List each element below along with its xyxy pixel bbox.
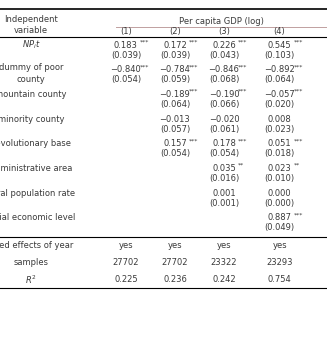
- Text: −0.846: −0.846: [209, 65, 239, 74]
- Text: −0.057: −0.057: [264, 90, 295, 99]
- Text: 0.242: 0.242: [212, 276, 236, 284]
- Text: ***: ***: [293, 64, 303, 69]
- Text: (0.066): (0.066): [209, 100, 239, 109]
- Text: −0.013: −0.013: [160, 115, 190, 123]
- Text: (0.039): (0.039): [160, 51, 190, 60]
- Text: (0.061): (0.061): [209, 125, 239, 134]
- Text: ***: ***: [189, 89, 198, 94]
- Text: Independent
variable: Independent variable: [4, 15, 58, 36]
- Text: 0.000: 0.000: [268, 189, 291, 197]
- Text: (0.010): (0.010): [265, 174, 295, 183]
- Text: −0.190: −0.190: [209, 90, 239, 99]
- Text: (0.054): (0.054): [160, 150, 190, 158]
- Text: ***: ***: [293, 138, 303, 143]
- Text: 0.035: 0.035: [212, 164, 236, 173]
- Text: 0.001: 0.001: [212, 189, 236, 197]
- Text: −0.020: −0.020: [209, 115, 239, 123]
- Text: (0.039): (0.039): [111, 51, 141, 60]
- Text: minority county: minority county: [0, 115, 64, 123]
- Text: rural population rate: rural population rate: [0, 189, 75, 197]
- Text: 0.236: 0.236: [163, 276, 187, 284]
- Text: (0.064): (0.064): [160, 100, 190, 109]
- Text: 0.183: 0.183: [114, 41, 138, 49]
- Text: ***: ***: [238, 138, 247, 143]
- Text: −0.784: −0.784: [160, 65, 190, 74]
- Text: ***: ***: [238, 64, 247, 69]
- Text: yes: yes: [272, 241, 287, 249]
- Text: 0.051: 0.051: [268, 139, 291, 148]
- Text: administrative area: administrative area: [0, 164, 72, 173]
- Text: (0.023): (0.023): [265, 125, 295, 134]
- Text: yes: yes: [168, 241, 182, 249]
- Text: 0.887: 0.887: [267, 213, 292, 222]
- Text: (0.068): (0.068): [209, 76, 239, 84]
- Text: 0.157: 0.157: [163, 139, 187, 148]
- Text: ***: ***: [293, 212, 303, 217]
- Text: 23322: 23322: [211, 258, 237, 267]
- Text: (0.054): (0.054): [209, 150, 239, 158]
- Text: ***: ***: [293, 40, 303, 45]
- Text: 0.225: 0.225: [114, 276, 138, 284]
- Text: 27702: 27702: [112, 258, 139, 267]
- Text: 0.008: 0.008: [268, 115, 291, 123]
- Text: ***: ***: [189, 138, 198, 143]
- Text: 23293: 23293: [266, 258, 293, 267]
- Text: **: **: [293, 163, 300, 168]
- Text: (2): (2): [169, 28, 181, 36]
- Text: 27702: 27702: [162, 258, 188, 267]
- Text: 0.172: 0.172: [163, 41, 187, 49]
- Text: yes: yes: [119, 241, 133, 249]
- Text: (0.001): (0.001): [209, 199, 239, 208]
- Text: ***: ***: [140, 64, 149, 69]
- Text: ***: ***: [238, 89, 247, 94]
- Text: Per capita GDP (log): Per capita GDP (log): [179, 17, 264, 26]
- Text: (0.016): (0.016): [209, 174, 239, 183]
- Text: **: **: [238, 163, 244, 168]
- Text: samples: samples: [13, 258, 49, 267]
- Text: (0.059): (0.059): [160, 76, 190, 84]
- Text: ***: ***: [293, 89, 303, 94]
- Text: (0.000): (0.000): [265, 199, 295, 208]
- Text: yes: yes: [217, 241, 231, 249]
- Text: (0.054): (0.054): [111, 76, 141, 84]
- Text: initial economic level: initial economic level: [0, 213, 76, 222]
- Text: (0.049): (0.049): [265, 224, 295, 232]
- Text: (4): (4): [274, 28, 285, 36]
- Text: $R^2$: $R^2$: [25, 274, 37, 286]
- Text: revolutionary base: revolutionary base: [0, 139, 71, 148]
- Text: 0.754: 0.754: [268, 276, 291, 284]
- Text: ***: ***: [189, 64, 198, 69]
- Text: −0.892: −0.892: [264, 65, 295, 74]
- Text: (0.057): (0.057): [160, 125, 190, 134]
- Text: (0.020): (0.020): [265, 100, 295, 109]
- Text: (0.043): (0.043): [209, 51, 239, 60]
- Text: −0.189: −0.189: [160, 90, 190, 99]
- Text: (0.103): (0.103): [265, 51, 295, 60]
- Text: (3): (3): [218, 28, 230, 36]
- Text: (0.064): (0.064): [265, 76, 295, 84]
- Text: $\mathit{NP_it}$: $\mathit{NP_it}$: [22, 39, 41, 51]
- Text: (0.018): (0.018): [265, 150, 295, 158]
- Text: ***: ***: [238, 40, 247, 45]
- Text: (1): (1): [120, 28, 132, 36]
- Text: mountain county: mountain county: [0, 90, 67, 99]
- Text: 0.023: 0.023: [268, 164, 291, 173]
- Text: 0.226: 0.226: [212, 41, 236, 49]
- Text: fixed effects of year: fixed effects of year: [0, 241, 73, 249]
- Text: ***: ***: [189, 40, 198, 45]
- Text: 0.545: 0.545: [268, 41, 291, 49]
- Text: dummy of poor
county: dummy of poor county: [0, 63, 63, 83]
- Text: ***: ***: [140, 40, 149, 45]
- Text: −0.840: −0.840: [111, 65, 141, 74]
- Text: 0.178: 0.178: [212, 139, 236, 148]
